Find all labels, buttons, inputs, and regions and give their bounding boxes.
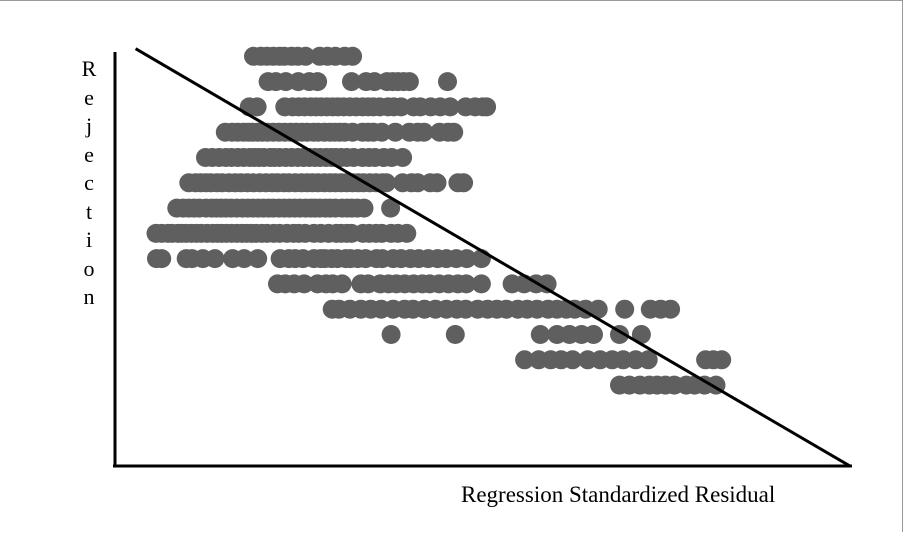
data-point [661,299,681,319]
data-point [444,122,464,142]
data-point [385,122,405,142]
data-point [248,249,268,269]
y-axis-label-letter: e [84,84,94,110]
data-point [234,249,254,269]
data-point [308,72,328,92]
data-point [638,350,658,370]
data-point [152,249,172,269]
data-point [205,249,225,269]
data-point [563,350,583,370]
data-point [294,274,314,294]
data-point [332,274,352,294]
data-point [440,97,460,117]
y-axis-label-letter: j [85,113,93,138]
data-point [381,198,401,218]
y-axis-label-letter: n [83,284,95,309]
data-point [397,223,417,243]
data-point [454,173,474,193]
data-point [457,249,477,269]
y-axis-label-letter: c [84,170,94,195]
y-axis-label-letter: o [83,255,95,281]
data-point [296,46,316,66]
data-point [381,325,401,344]
data-point [515,350,535,370]
data-point [477,97,497,117]
data-point [414,122,434,142]
data-point [584,325,603,344]
points-layer [146,46,732,395]
data-point [631,325,651,344]
data-point [399,72,419,92]
y-axis-label-letter: i [85,227,93,252]
data-point [471,274,491,294]
y-axis-label-letter: R [81,56,97,81]
y-axis-label-letter: t [85,198,93,224]
data-point [445,325,465,344]
data-point [615,299,635,319]
data-point [712,350,732,370]
data-point [530,325,550,344]
x-axis-label: Regression Standardized Residual [461,482,776,507]
y-axis-label-letter: e [84,141,94,167]
data-point [427,173,447,193]
trend-layer [134,47,851,468]
data-point [393,148,413,167]
data-point [456,274,476,294]
data-point [372,122,392,142]
data-point [342,72,361,92]
trend-line [134,47,851,468]
data-point [376,173,396,193]
data-point [537,274,557,294]
data-point [438,72,457,92]
data-point [247,97,267,117]
data-point [343,46,363,66]
data-point [588,299,608,319]
data-point [354,198,374,218]
